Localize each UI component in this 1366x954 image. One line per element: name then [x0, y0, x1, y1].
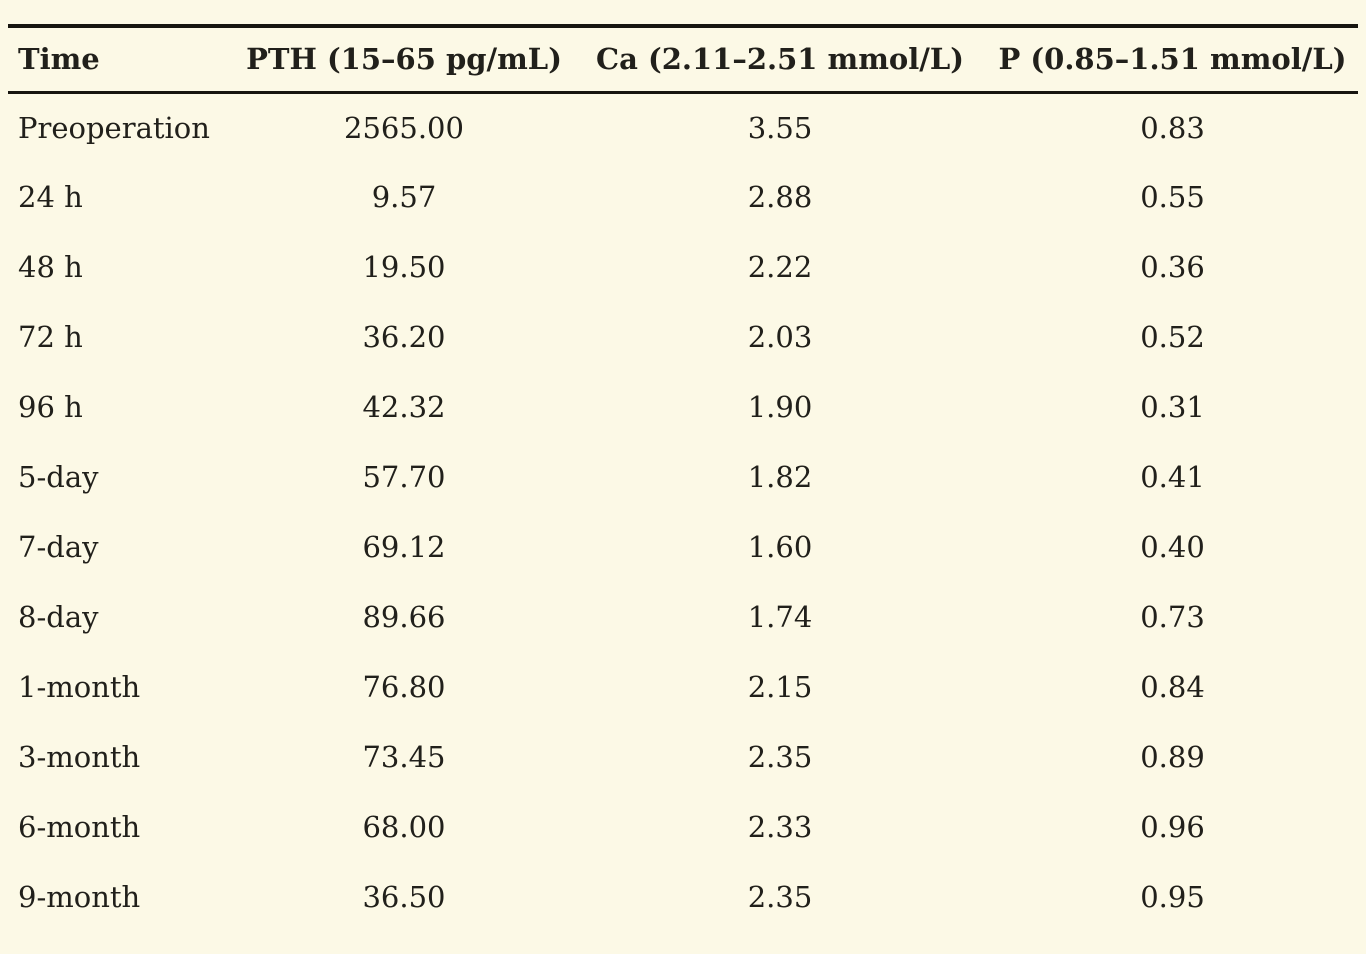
cell-ca: 2.35 — [747, 880, 813, 914]
cell-ca: 3.55 — [747, 110, 813, 145]
table-row: 5-day 57.70 1.82 0.41 — [8, 442, 1358, 512]
col-header-pth: PTH (15–65 pg/mL) — [235, 26, 573, 94]
cell-p: 0.41 — [1140, 460, 1205, 494]
table-row: 96 h 42.32 1.90 0.31 — [8, 372, 1358, 442]
cell-p: 0.36 — [1140, 250, 1205, 284]
cell-time: 5-day — [18, 460, 99, 494]
cell-pth: 76.80 — [362, 670, 446, 704]
cell-p: 0.52 — [1140, 320, 1205, 354]
cell-pth: 2565.00 — [344, 110, 464, 145]
cell-p: 0.40 — [1140, 530, 1205, 564]
cell-pth: 69.12 — [362, 530, 446, 564]
cell-pth: 36.50 — [362, 880, 446, 914]
cell-p: 0.96 — [1140, 810, 1205, 844]
cell-time: 3-month — [18, 740, 141, 774]
col-header-p: P (0.85–1.51 mmol/L) — [987, 26, 1358, 94]
cell-ca: 2.22 — [747, 250, 813, 284]
cell-ca: 1.60 — [747, 530, 813, 564]
cell-p: 0.31 — [1140, 390, 1205, 424]
cell-p: 0.83 — [1140, 110, 1205, 145]
cell-ca: 2.03 — [747, 320, 813, 354]
cell-time: 8-day — [18, 600, 99, 634]
header-row: Time PTH (15–65 pg/mL) Ca (2.11–2.51 mmo… — [8, 26, 1358, 94]
cell-pth: 68.00 — [362, 810, 446, 844]
cell-p: 0.89 — [1140, 740, 1205, 774]
table-row: 8-day 89.66 1.74 0.73 — [8, 582, 1358, 652]
table-row: 3-month 73.45 2.35 0.89 — [8, 722, 1358, 792]
cell-ca: 1.74 — [747, 600, 813, 634]
cell-time: 6-month — [18, 810, 141, 844]
cell-pth: 57.70 — [362, 460, 446, 494]
table-row: 72 h 36.20 2.03 0.52 — [8, 302, 1358, 372]
cell-ca: 2.35 — [747, 740, 813, 774]
cell-time: 7-day — [18, 530, 99, 564]
table-row: 9-month 36.50 2.35 0.95 — [8, 862, 1358, 932]
table-row: 24 h 9.57 2.88 0.55 — [8, 162, 1358, 232]
table-row: 7-day 69.12 1.60 0.40 — [8, 512, 1358, 582]
cell-pth: 9.57 — [371, 180, 437, 214]
cell-ca: 1.90 — [747, 390, 813, 424]
cell-pth: 36.20 — [362, 320, 446, 354]
cell-pth: 19.50 — [362, 250, 446, 284]
cell-time: Preoperation — [18, 110, 210, 145]
cell-pth: 89.66 — [362, 600, 446, 634]
table-container: Time PTH (15–65 pg/mL) Ca (2.11–2.51 mmo… — [8, 24, 1358, 932]
cell-ca: 2.88 — [747, 180, 813, 214]
cell-p: 0.84 — [1140, 670, 1205, 704]
table-row: 1-month 76.80 2.15 0.84 — [8, 652, 1358, 722]
col-header-ca: Ca (2.11–2.51 mmol/L) — [573, 26, 987, 94]
cell-time: 9-month — [18, 880, 141, 914]
lab-values-table: Time PTH (15–65 pg/mL) Ca (2.11–2.51 mmo… — [8, 24, 1358, 932]
paper-table-figure: Time PTH (15–65 pg/mL) Ca (2.11–2.51 mmo… — [0, 24, 1366, 954]
table-row: 48 h 19.50 2.22 0.36 — [8, 232, 1358, 302]
cell-ca: 1.82 — [747, 460, 813, 494]
cell-ca: 2.33 — [747, 810, 813, 844]
table-row: Preoperation 2565.00 3.55 0.83 — [8, 92, 1358, 162]
table-row: 6-month 68.00 2.33 0.96 — [8, 792, 1358, 862]
cell-p: 0.95 — [1140, 880, 1205, 914]
cell-pth: 73.45 — [362, 740, 446, 774]
cell-p: 0.73 — [1140, 600, 1205, 634]
cell-time: 72 h — [18, 320, 83, 354]
cell-time: 24 h — [18, 180, 83, 214]
cell-time: 96 h — [18, 390, 83, 424]
cell-pth: 42.32 — [362, 390, 446, 424]
cell-p: 0.55 — [1140, 180, 1205, 214]
cell-time: 48 h — [18, 250, 83, 284]
cell-time: 1-month — [18, 670, 141, 704]
col-header-time: Time — [8, 26, 235, 94]
cell-ca: 2.15 — [747, 670, 813, 704]
